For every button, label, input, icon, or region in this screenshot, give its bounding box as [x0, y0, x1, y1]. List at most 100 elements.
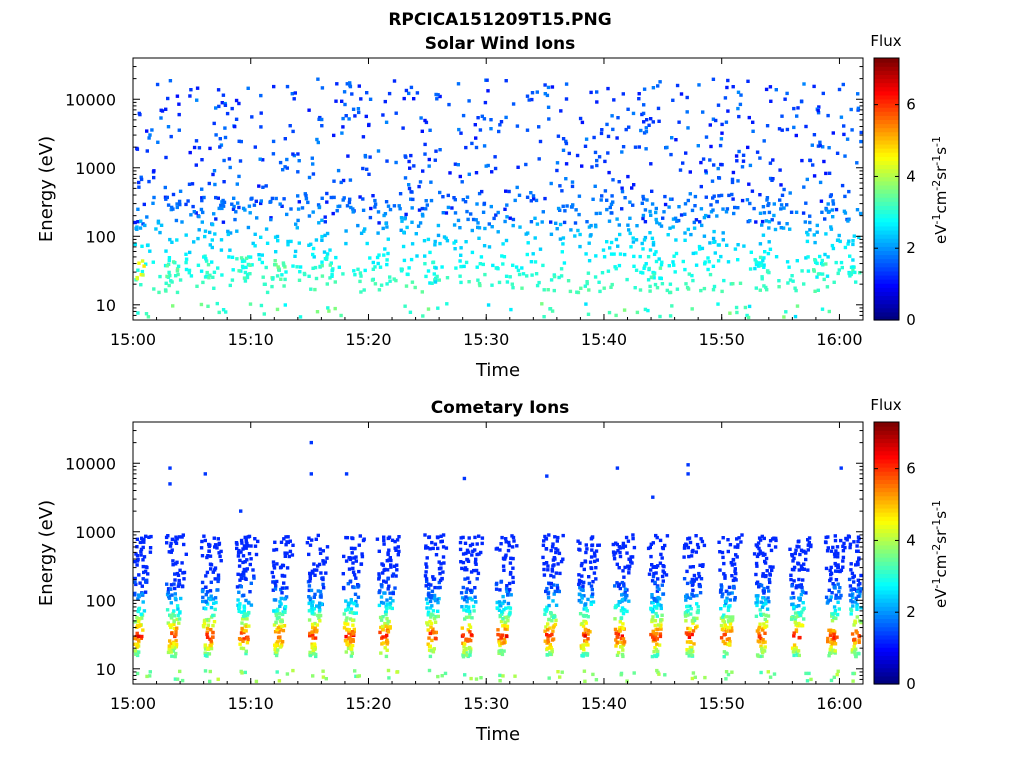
flux-cell	[135, 625, 139, 629]
flux-cell	[279, 596, 283, 601]
flux-cell	[789, 617, 794, 621]
flux-cell	[796, 614, 800, 618]
flux-cell	[767, 589, 771, 593]
flux-burst-cell	[175, 269, 180, 273]
flux-cell	[650, 563, 654, 567]
flux-cell	[233, 217, 237, 222]
colorbar-step	[874, 606, 899, 611]
flux-cell	[264, 227, 269, 231]
flux-cell	[769, 548, 774, 553]
flux-cell	[754, 572, 758, 577]
flux-cell	[620, 606, 625, 610]
flux-cell	[204, 607, 208, 611]
flux-cell	[315, 568, 319, 572]
flux-cell	[407, 186, 412, 191]
flux-cell	[828, 633, 833, 638]
flux-cell	[203, 669, 208, 673]
flux-cell	[410, 242, 415, 246]
flux-cell	[412, 164, 416, 168]
flux-cell	[616, 650, 621, 655]
flux-cell	[138, 623, 142, 628]
flux-cell	[535, 283, 540, 288]
flux-cell	[799, 623, 804, 627]
flux-cell	[614, 237, 619, 242]
flux-cell	[792, 604, 796, 609]
flux-cell	[648, 545, 652, 550]
flux-cell	[673, 270, 677, 274]
flux-cell	[581, 613, 586, 618]
flux-cell	[763, 625, 767, 629]
flux-cell	[141, 628, 145, 632]
flux-cell	[142, 570, 146, 575]
flux-cell	[677, 205, 681, 209]
flux-cell	[236, 572, 240, 576]
flux-cell	[779, 183, 783, 187]
flux-cell	[387, 91, 392, 96]
flux-cell	[647, 572, 652, 576]
flux-cell	[760, 534, 764, 539]
flux-cell	[660, 556, 664, 560]
flux-cell	[851, 604, 855, 608]
flux-cell	[758, 608, 762, 612]
flux-cell	[622, 584, 626, 588]
flux-cell	[620, 580, 625, 585]
flux-cell	[234, 98, 239, 103]
flux-cell	[390, 606, 394, 611]
flux-cell	[409, 190, 413, 194]
flux-cell	[388, 596, 393, 600]
flux-cell	[145, 565, 149, 570]
flux-cell	[502, 649, 506, 653]
flux-burst-cell	[765, 270, 770, 274]
flux-cell	[186, 199, 190, 203]
flux-cell	[616, 244, 620, 248]
flux-cell	[711, 77, 716, 81]
flux-cell	[850, 571, 855, 576]
flux-cell	[651, 86, 656, 90]
flux-cell	[758, 288, 762, 292]
flux-cell	[184, 552, 188, 556]
flux-cell	[832, 615, 836, 620]
flux-cell	[424, 570, 428, 574]
flux-cell	[554, 221, 558, 225]
flux-cell	[283, 554, 287, 558]
flux-cell	[410, 280, 415, 284]
flux-cell	[690, 583, 695, 587]
flux-cell	[184, 257, 189, 261]
flux-cell	[612, 557, 617, 561]
flux-cell	[202, 195, 206, 200]
flux-cell	[395, 568, 399, 572]
flux-cell	[837, 590, 841, 594]
flux-cell	[219, 238, 224, 242]
flux-cell	[189, 213, 193, 217]
flux-cell	[774, 538, 778, 543]
flux-cell	[589, 537, 594, 541]
flux-cell	[382, 535, 386, 539]
flux-cell	[498, 633, 502, 637]
flux-cell	[550, 545, 555, 549]
flux-cell	[830, 619, 835, 623]
flux-cell	[381, 615, 385, 619]
flux-cell	[832, 635, 836, 640]
flux-cell	[371, 267, 375, 271]
flux-cell	[152, 195, 156, 200]
flux-cell	[216, 573, 221, 577]
flux-cell	[748, 267, 753, 271]
flux-cell	[715, 214, 719, 218]
flux-cell	[192, 145, 197, 150]
flux-cell	[576, 539, 580, 543]
flux-cell	[386, 668, 391, 673]
flux-cell	[558, 237, 563, 241]
flux-cell	[685, 640, 690, 644]
flux-cell	[201, 624, 206, 628]
flux-cell	[760, 605, 765, 609]
flux-cell	[550, 85, 555, 89]
flux-cell	[148, 550, 153, 554]
flux-cell	[387, 676, 391, 680]
flux-cell	[219, 559, 223, 563]
flux-cell	[688, 650, 692, 654]
flux-cell	[171, 563, 175, 567]
flux-cell	[313, 573, 317, 577]
solar-wind-spectrogram	[133, 77, 863, 320]
flux-cell	[141, 577, 145, 581]
flux-cell	[349, 607, 354, 611]
